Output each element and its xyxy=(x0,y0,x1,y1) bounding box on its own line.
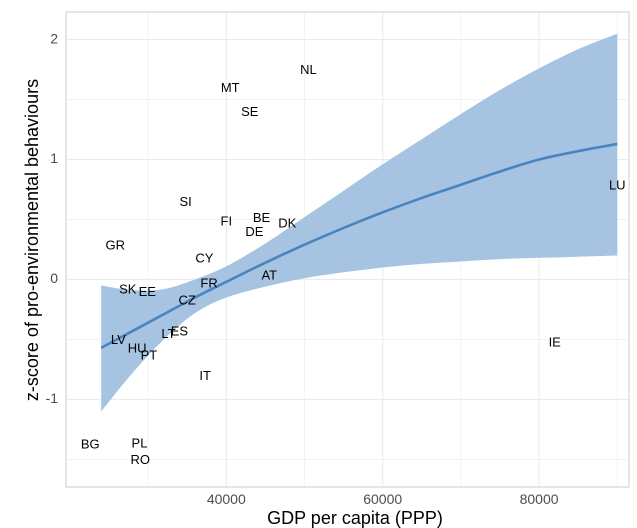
point-label-ee: EE xyxy=(139,284,157,299)
panel-border xyxy=(65,11,630,488)
x-axis-title: GDP per capita (PPP) xyxy=(267,508,443,528)
point-label-gr: GR xyxy=(106,237,126,252)
point-label-fi: FI xyxy=(221,213,233,228)
y-tick-label: -1 xyxy=(46,390,59,406)
y-tick-label: 1 xyxy=(50,150,58,166)
point-label-ie: IE xyxy=(549,334,562,349)
y-axis-title: z-score of pro-environmental behaviours xyxy=(22,79,42,401)
point-label-es: ES xyxy=(171,324,189,339)
point-label-at: AT xyxy=(261,267,277,282)
y-tick-label: 2 xyxy=(50,30,58,46)
point-label-cz: CZ xyxy=(179,293,196,308)
x-tick-label: 80000 xyxy=(520,491,559,507)
y-tick-label: 0 xyxy=(50,270,58,286)
point-label-dk: DK xyxy=(278,216,296,231)
x-tick-label: 40000 xyxy=(207,491,246,507)
point-label-bg: BG xyxy=(81,436,100,451)
point-label-sk: SK xyxy=(119,282,137,297)
point-label-ro: RO xyxy=(131,452,151,467)
point-label-pl: PL xyxy=(132,435,148,450)
fit-line-path xyxy=(100,142,618,350)
point-label-lt: LT xyxy=(161,326,175,341)
point-label-de: DE xyxy=(245,224,263,239)
point-label-fr: FR xyxy=(200,276,217,291)
point-label-pt: PT xyxy=(141,348,158,363)
point-label-si: SI xyxy=(179,194,191,209)
fit-line xyxy=(100,142,618,350)
point-label-it: IT xyxy=(199,368,211,383)
point-label-mt: MT xyxy=(221,80,240,95)
x-tick-label: 60000 xyxy=(363,491,402,507)
point-label-lu: LU xyxy=(609,177,626,192)
point-label-be: BE xyxy=(253,210,271,225)
point-label-se: SE xyxy=(241,104,259,119)
point-label-nl: NL xyxy=(300,62,317,77)
point-label-lv: LV xyxy=(111,332,126,347)
point-label-hu: HU xyxy=(128,340,147,355)
tick-labels: 40000 60000 80000 -1 0 1 2 xyxy=(46,30,559,507)
point-label-cy: CY xyxy=(195,251,213,266)
